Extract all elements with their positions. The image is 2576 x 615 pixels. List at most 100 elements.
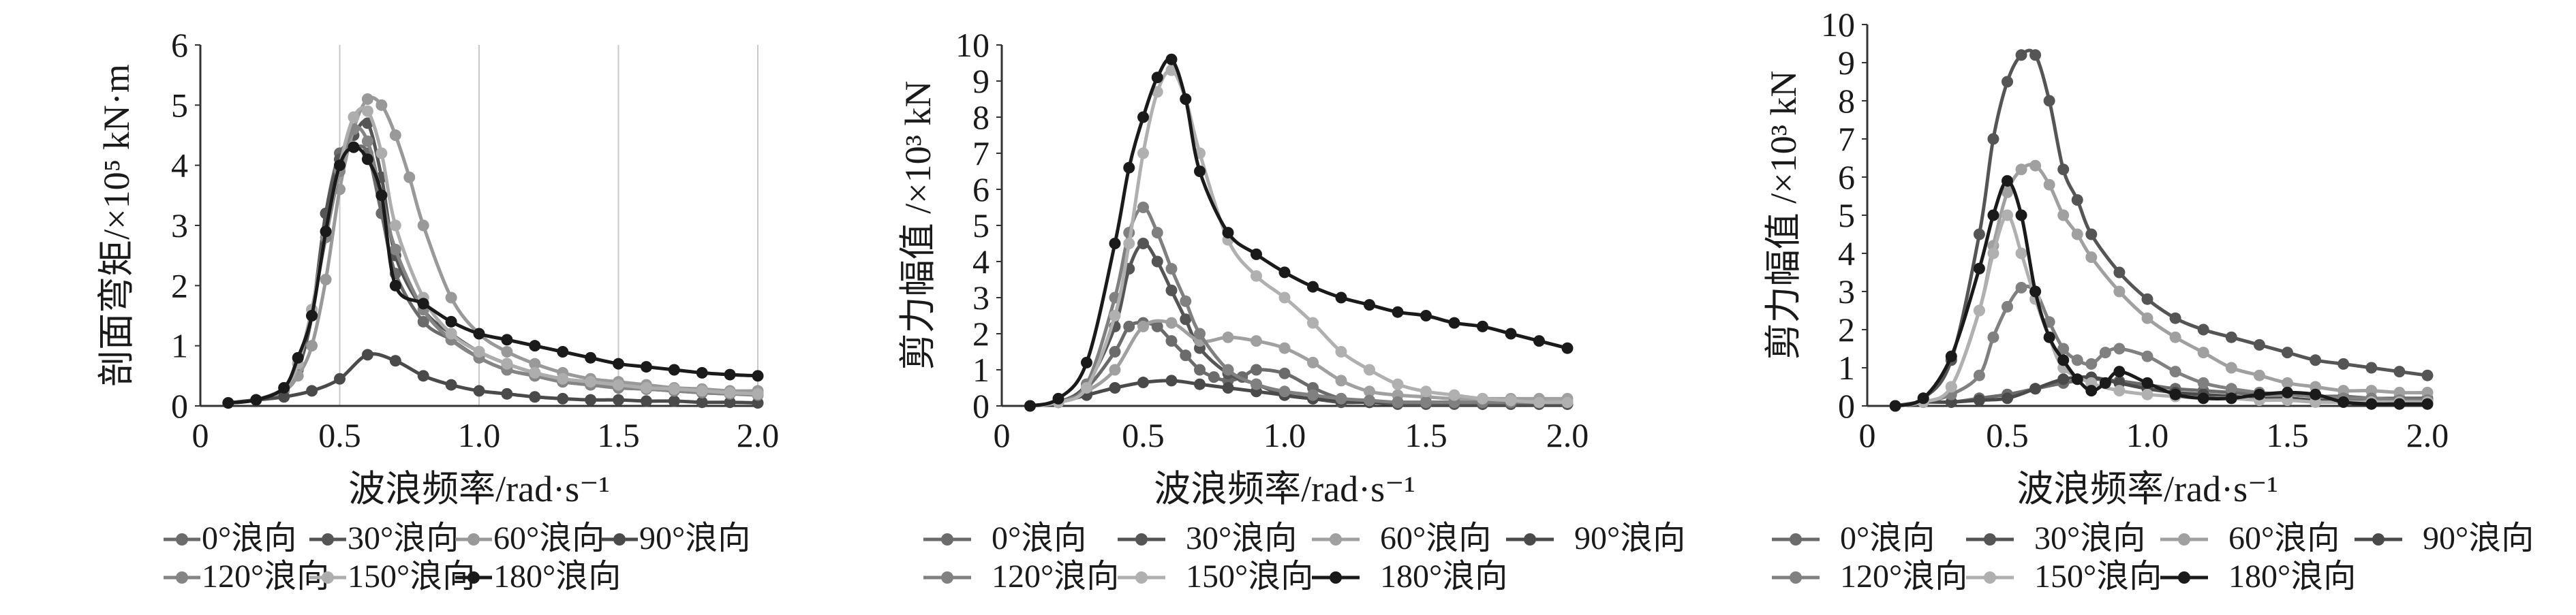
data-point bbox=[417, 298, 429, 310]
data-point bbox=[2043, 331, 2055, 343]
data-point bbox=[2002, 300, 2013, 313]
legend-label: 90°浪向 bbox=[1574, 520, 1685, 556]
data-point bbox=[306, 340, 318, 352]
data-point bbox=[1420, 396, 1432, 409]
data-point bbox=[1505, 328, 1517, 340]
data-point bbox=[1137, 147, 1149, 159]
data-point bbox=[2029, 159, 2042, 172]
legend-label: 60°浪向 bbox=[2228, 520, 2340, 556]
legend-label: 150°浪向 bbox=[2034, 558, 2162, 595]
data-point bbox=[1278, 385, 1291, 398]
data-point bbox=[1278, 266, 1291, 279]
data-point bbox=[2282, 386, 2293, 398]
data-point bbox=[2421, 398, 2434, 410]
data-point bbox=[2015, 281, 2027, 294]
legend-label: 150°浪向 bbox=[348, 558, 475, 595]
data-point bbox=[1448, 389, 1460, 401]
data-point bbox=[473, 328, 485, 340]
data-point bbox=[389, 129, 401, 141]
data-point bbox=[375, 99, 388, 111]
legend-label: 60°浪向 bbox=[1380, 520, 1491, 556]
legend-item: 90°浪向 bbox=[601, 520, 750, 556]
chart-panel-1: 0 1 2 3 4 5 6 0 0.5 1.0 1.5 2.0 波浪频率/rad·s⁻¹ 剖面弯矩/×10… bbox=[96, 26, 779, 595]
data-point bbox=[1945, 350, 1957, 362]
data-point bbox=[1123, 238, 1135, 249]
data-point bbox=[1194, 328, 1206, 340]
x-tick-label: 1.5 bbox=[597, 416, 640, 454]
data-point bbox=[613, 394, 624, 406]
data-point bbox=[417, 315, 429, 328]
data-point bbox=[445, 328, 457, 340]
data-point bbox=[1335, 346, 1347, 358]
y-tick-label: 5 bbox=[972, 206, 990, 245]
x-axis-label: 波浪频率/rad·s⁻¹ bbox=[1154, 469, 1415, 509]
data-point bbox=[2002, 186, 2013, 198]
x-tick-label: 1.5 bbox=[1405, 416, 1447, 454]
data-point bbox=[473, 385, 485, 397]
data-point bbox=[2057, 373, 2070, 385]
legend-marker bbox=[2178, 533, 2190, 546]
y-tick-label: 6 bbox=[171, 26, 188, 64]
data-point bbox=[1165, 263, 1178, 275]
legend: 0°浪向 30°浪向 60°浪向 90°浪向 120°浪向 150°浪向 180°浪向 bbox=[923, 520, 1685, 595]
x-tick-label: 2.0 bbox=[1546, 416, 1589, 454]
data-point bbox=[2071, 373, 2083, 385]
legend-label: 30°浪向 bbox=[2034, 520, 2145, 556]
data-point bbox=[668, 364, 680, 376]
legend-item: 90°浪向 bbox=[2355, 520, 2534, 556]
legend-label: 0°浪向 bbox=[202, 520, 296, 556]
y-tick-label: 9 bbox=[972, 62, 990, 100]
y-axis-label: 剪力幅值 /×10³ kN bbox=[898, 81, 938, 370]
legend-label: 90°浪向 bbox=[639, 520, 750, 556]
data-point bbox=[1973, 228, 1985, 240]
data-point bbox=[2002, 175, 2013, 187]
legend-marker bbox=[1524, 533, 1536, 546]
y-tick-label: 10 bbox=[1821, 5, 1855, 44]
x-axis-label: 波浪频率/rad·s⁻¹ bbox=[2017, 469, 2278, 509]
data-point bbox=[529, 358, 541, 370]
data-point bbox=[1987, 133, 1999, 145]
legend-item: 0°浪向 bbox=[923, 520, 1086, 556]
data-point bbox=[1151, 86, 1163, 98]
data-point bbox=[1505, 394, 1517, 407]
y-tick-label: 8 bbox=[1838, 82, 1855, 120]
legend-label: 120°浪向 bbox=[1840, 558, 1967, 595]
legend-item: 0°浪向 bbox=[1772, 520, 1935, 556]
data-point bbox=[585, 376, 597, 388]
data-point bbox=[668, 395, 680, 407]
data-point bbox=[2253, 388, 2265, 400]
x-tick-label: 0.5 bbox=[318, 416, 361, 454]
data-point bbox=[2197, 392, 2209, 405]
legend-item: 120°浪向 bbox=[1772, 558, 1967, 595]
data-point bbox=[1477, 392, 1488, 405]
data-point bbox=[2085, 358, 2098, 370]
data-point bbox=[2085, 251, 2098, 264]
data-point bbox=[250, 394, 262, 406]
data-point bbox=[613, 358, 624, 370]
data-point bbox=[1945, 381, 1957, 393]
series-7 bbox=[222, 141, 764, 409]
data-point bbox=[1180, 295, 1192, 307]
data-point bbox=[1251, 364, 1262, 376]
data-point bbox=[613, 379, 624, 391]
data-point bbox=[1251, 378, 1262, 390]
data-point bbox=[361, 153, 373, 165]
data-point bbox=[2057, 163, 2070, 176]
data-point bbox=[2141, 350, 2153, 362]
data-point bbox=[389, 219, 401, 232]
data-point bbox=[2253, 369, 2265, 381]
legend-item: 150°浪向 bbox=[1118, 558, 1313, 595]
data-point bbox=[1392, 306, 1404, 318]
y-tick-label: 6 bbox=[1838, 158, 1855, 196]
data-point bbox=[2169, 388, 2181, 400]
data-point bbox=[2169, 331, 2181, 343]
x-tick-label: 0 bbox=[1859, 416, 1876, 454]
legend-label: 180°浪向 bbox=[1380, 558, 1507, 595]
data-point bbox=[752, 370, 764, 382]
data-point bbox=[1208, 371, 1220, 383]
data-point bbox=[1392, 396, 1404, 409]
legend-marker bbox=[1790, 571, 1802, 584]
data-point bbox=[2002, 209, 2013, 221]
data-point bbox=[361, 105, 373, 117]
data-point bbox=[2085, 228, 2098, 240]
